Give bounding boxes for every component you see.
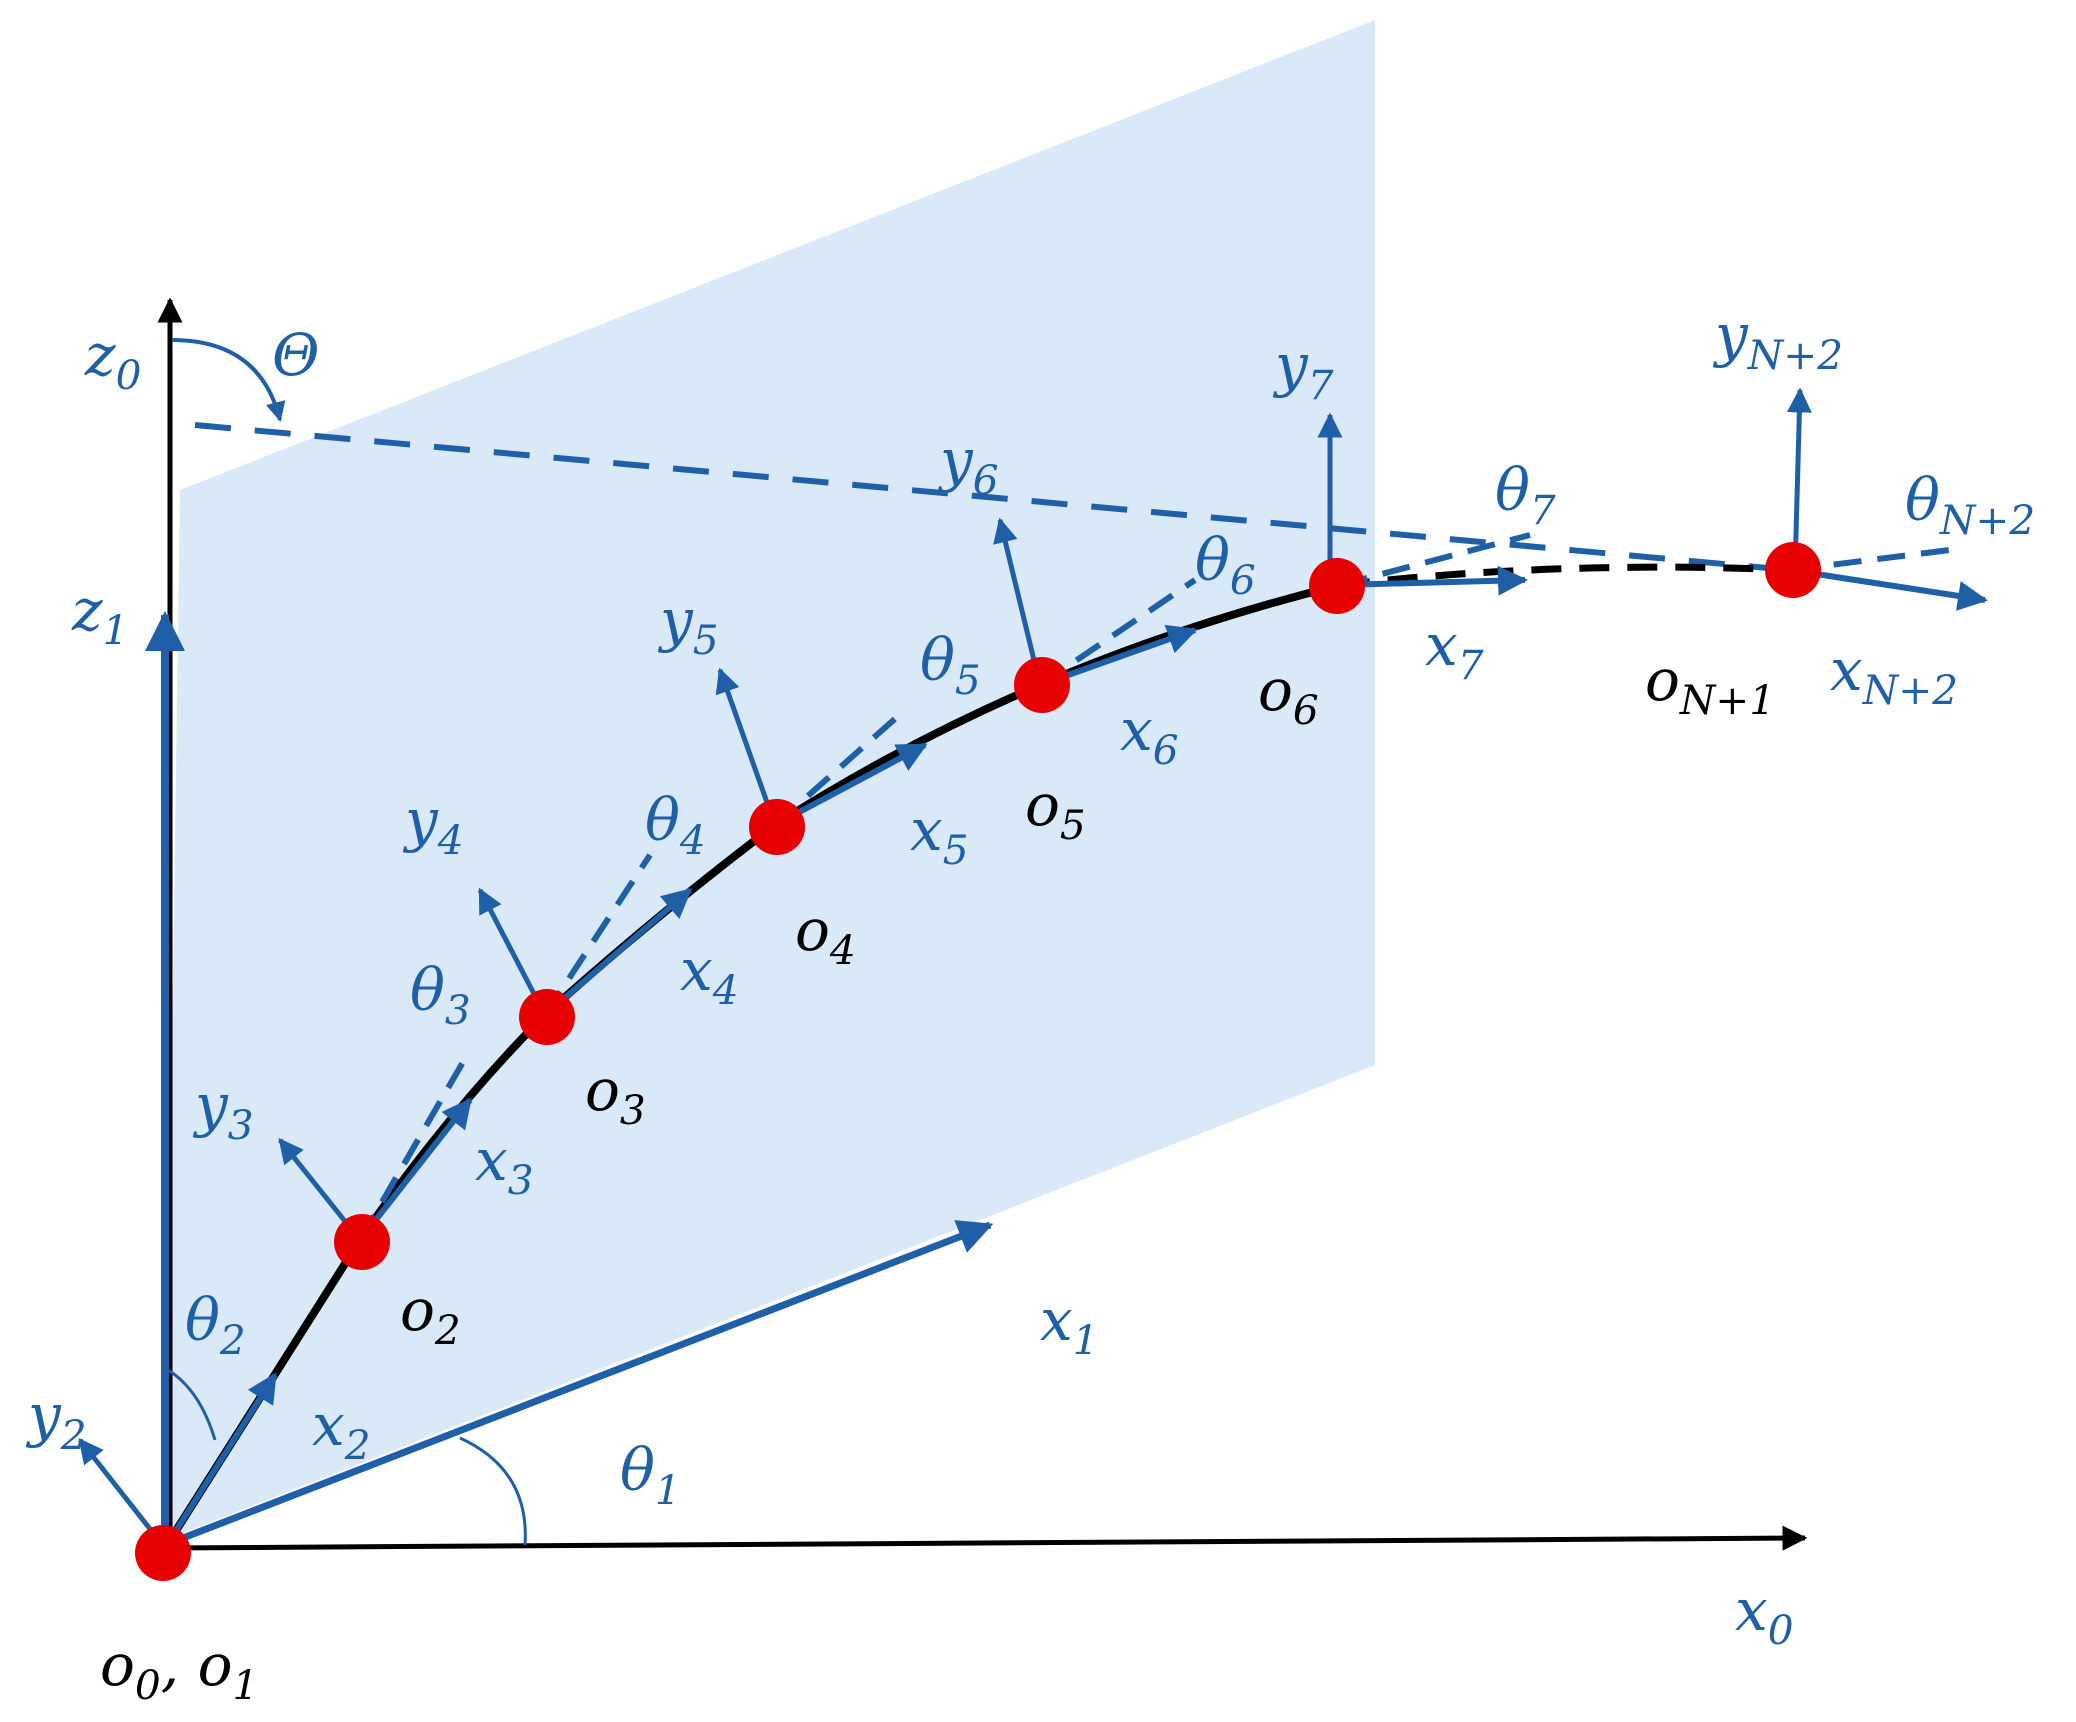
label-y6: y6	[937, 426, 999, 504]
nodes	[135, 542, 1821, 1581]
node-o2	[334, 1214, 390, 1270]
node-o4	[749, 799, 805, 855]
bending-plane	[165, 20, 1375, 1540]
label-x6: x6	[1120, 696, 1179, 774]
label-theta4: θ4	[645, 786, 706, 864]
theta2-arc	[167, 1368, 217, 1441]
local-y-axes	[78, 387, 1812, 1550]
label-o4: o4	[795, 896, 856, 974]
label-o5: o5	[1025, 771, 1086, 849]
label-y7: y7	[1272, 331, 1334, 409]
node-o6	[1309, 558, 1365, 614]
x3-axis	[357, 1097, 473, 1242]
label-theta1: θ1	[620, 1436, 681, 1514]
x4-axis	[543, 887, 693, 1018]
label-o0-o1: o0, o1	[100, 1631, 258, 1709]
y6-axis	[993, 517, 1043, 686]
label-x2: x2	[312, 1391, 371, 1469]
x0-axis	[164, 1525, 1808, 1551]
label-thetaN2: θN+2	[1905, 466, 2035, 544]
label-theta5: θ5	[920, 626, 981, 704]
x7-axis	[1339, 565, 1528, 596]
label-x7: x7	[1425, 611, 1484, 689]
theta1-arc	[459, 1436, 527, 1546]
label-y2: y2	[25, 1381, 87, 1459]
label-theta3: θ3	[410, 956, 471, 1034]
label-Theta: Θ	[272, 321, 320, 389]
label-theta6: θ6	[1195, 526, 1256, 604]
yN2-axis	[1786, 387, 1812, 571]
node-o3	[519, 989, 575, 1045]
label-x5: x5	[910, 796, 969, 874]
label-o2: o2	[400, 1276, 461, 1354]
label-z0: z0	[84, 321, 141, 399]
label-x0: x0	[1735, 1576, 1794, 1654]
node-oN1	[1765, 542, 1821, 598]
label-o6: o6	[1258, 656, 1319, 734]
label-y4: y4	[402, 786, 464, 864]
label-y5: y5	[657, 586, 719, 664]
theta-arc	[171, 338, 286, 422]
x2-axis	[162, 1372, 278, 1550]
plane-direction-dashed	[194, 422, 1791, 573]
label-x4: x4	[680, 936, 739, 1014]
label-yN2: yN+2	[1712, 301, 1843, 379]
x1-axis	[163, 1220, 994, 1549]
label-oN1: oN+1	[1645, 646, 1775, 724]
node-o0	[135, 1525, 191, 1581]
node-o5	[1014, 657, 1070, 713]
xN2-axis	[1789, 567, 1988, 611]
label-x3: x3	[475, 1126, 534, 1204]
label-o3: o3	[585, 1056, 646, 1134]
label-xN2: xN+2	[1830, 636, 1958, 714]
y5-axis	[715, 667, 778, 826]
label-x1: x1	[1040, 1286, 1099, 1364]
label-theta2: θ2	[185, 1286, 246, 1364]
label-theta7: θ7	[1495, 456, 1556, 534]
backbone-extension	[1339, 563, 1791, 589]
label-z1: z1	[71, 576, 128, 654]
label-y3: y3	[192, 1071, 254, 1149]
